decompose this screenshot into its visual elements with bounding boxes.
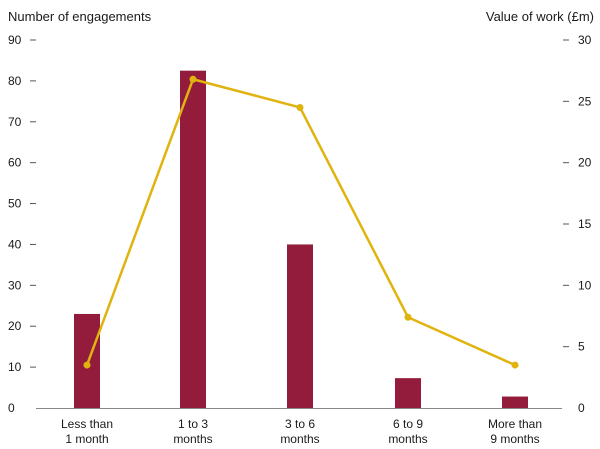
left-axis-title: Number of engagements	[8, 9, 152, 24]
right-axis-ticks: 0 5 10 15 20 25 30	[563, 33, 592, 415]
line-point	[296, 103, 304, 111]
line-point	[511, 361, 519, 369]
bar-series	[74, 70, 528, 409]
left-tick-label: 70	[8, 115, 22, 129]
left-tick-label: 10	[8, 360, 22, 374]
left-tick-label: 80	[8, 74, 22, 88]
category-label: More than 9 months	[488, 417, 542, 446]
right-tick-label: 20	[578, 156, 592, 170]
right-tick-label: 5	[578, 340, 585, 354]
left-tick-label: 20	[8, 319, 22, 333]
line-point	[189, 75, 197, 83]
category-label: 3 to 6 months	[280, 417, 319, 446]
left-tick-label: 40	[8, 237, 22, 251]
line-point	[83, 361, 91, 369]
bar	[287, 244, 313, 408]
left-axis-ticks: 0 10 20 30 40 50 60 70 80 90	[8, 33, 36, 415]
right-tick-label: 15	[578, 217, 592, 231]
right-tick-label: 10	[578, 278, 592, 292]
left-tick-label: 0	[8, 401, 15, 415]
left-tick-label: 50	[8, 197, 22, 211]
line-series	[83, 75, 519, 369]
bar	[395, 378, 421, 408]
bar	[74, 313, 100, 408]
left-tick-label: 30	[8, 278, 22, 292]
left-tick-label: 90	[8, 33, 22, 47]
right-tick-label: 30	[578, 33, 592, 47]
category-label: 6 to 9 months	[388, 417, 427, 446]
left-tick-label: 60	[8, 156, 22, 170]
right-tick-label: 0	[578, 401, 585, 415]
category-label: Less than 1 month	[61, 417, 113, 446]
right-tick-label: 25	[578, 94, 592, 108]
right-axis-title: Value of work (£m)	[486, 9, 594, 24]
category-label: 1 to 3 months	[173, 417, 212, 446]
bar	[180, 70, 206, 409]
line-point	[404, 313, 412, 321]
bar	[502, 396, 528, 408]
category-labels: Less than 1 month 1 to 3 months 3 to 6 months…	[61, 417, 542, 446]
